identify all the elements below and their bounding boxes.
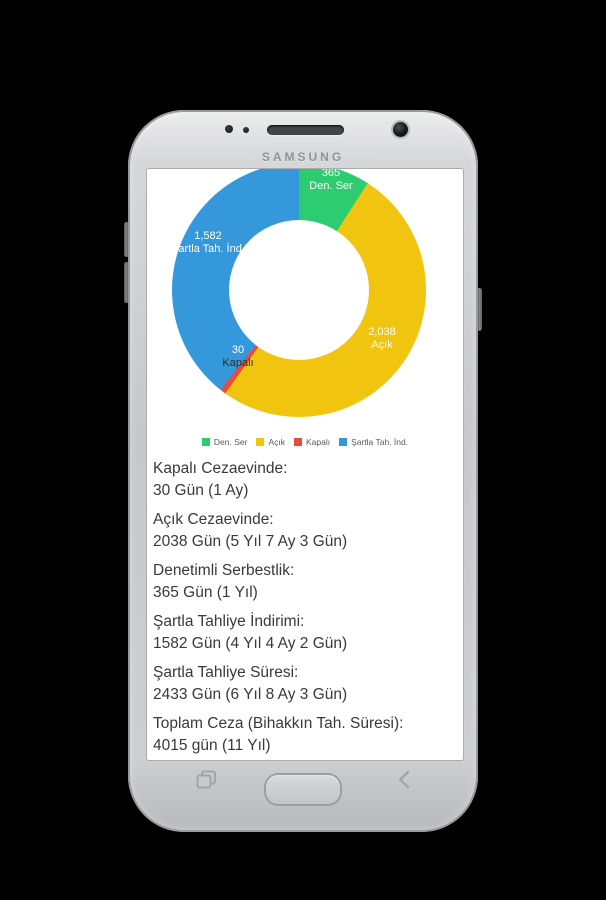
brand-logo: SAMSUNG bbox=[261, 150, 345, 164]
detail-label: Şartla Tahliye İndirimi: bbox=[153, 613, 305, 630]
recents-icon bbox=[196, 770, 216, 789]
donut-hole bbox=[229, 220, 369, 360]
legend-label: Şartla Tah. İnd. bbox=[351, 437, 409, 447]
detail-value: 1582 Gün (4 Yıl 4 Ay 2 Gün) bbox=[153, 634, 348, 652]
earpiece-speaker bbox=[267, 125, 344, 135]
detail-value: 365 Gün (1 Yıl) bbox=[153, 583, 258, 601]
back-button[interactable] bbox=[396, 770, 411, 794]
chart-entry-label: Kapalı bbox=[222, 357, 254, 369]
detail-row-toplam: Toplam Ceza (Bihakkın Tah. Süresi): 4015… bbox=[153, 713, 459, 756]
detail-value: 2038 Gün (5 Yıl 7 Ay 3 Gün) bbox=[153, 532, 348, 550]
detail-label: Açık Cezaevinde: bbox=[153, 511, 274, 528]
volume-down-button[interactable] bbox=[124, 262, 129, 303]
detail-row-kapali: Kapalı Cezaevinde: 30 Gün (1 Ay) bbox=[153, 458, 459, 501]
detail-row-acik: Açık Cezaevinde: 2038 Gün (5 Yıl 7 Ay 3 … bbox=[153, 509, 459, 552]
chart-entry-label: Şartla Tah. İnd. bbox=[171, 243, 245, 255]
legend-swatch-yellow bbox=[256, 438, 265, 446]
chart-value: 2,038 bbox=[368, 326, 396, 338]
chart-value: 30 bbox=[231, 344, 245, 356]
recents-button[interactable] bbox=[196, 770, 217, 794]
legend-swatch-green bbox=[201, 438, 210, 446]
proximity-sensor-icon bbox=[225, 125, 233, 133]
legend-item-den-ser: Den. Ser bbox=[201, 437, 248, 447]
light-sensor-icon bbox=[243, 127, 249, 133]
detail-value: 2433 Gün (6 Yıl 8 Ay 3 Gün) bbox=[153, 685, 348, 703]
power-button[interactable] bbox=[477, 288, 482, 331]
chart-entry-label: Açık bbox=[371, 339, 393, 351]
legend-swatch-blue bbox=[339, 438, 348, 446]
detail-label: Kapalı Cezaevinde: bbox=[153, 460, 288, 477]
volume-up-button[interactable] bbox=[124, 222, 129, 257]
chart-label-acik: 2,038 Açık bbox=[350, 326, 414, 352]
legend-label: Den. Ser bbox=[213, 437, 248, 447]
chart-label-sartla: 1,582 Şartla Tah. İnd. bbox=[156, 230, 260, 256]
chart-label-den-ser: 365 Den. Ser bbox=[295, 169, 367, 193]
chart-value: 365 bbox=[321, 169, 341, 179]
detail-row-indirim: Şartla Tahliye İndirimi: 1582 Gün (4 Yıl… bbox=[153, 611, 459, 654]
legend-item-kapali: Kapalı bbox=[293, 437, 331, 447]
legend-item-acik: Açık bbox=[256, 437, 285, 447]
detail-row-sure: Şartla Tahliye Süresi: 2433 Gün (6 Yıl 8… bbox=[153, 662, 459, 705]
phone-frame: SAMSUNG 365 Den. Ser 2,038 Açık 30 Kapal… bbox=[128, 110, 478, 832]
back-icon bbox=[398, 770, 410, 789]
sentence-details-list: Kapalı Cezaevinde: 30 Gün (1 Ay) Açık Ce… bbox=[153, 458, 459, 756]
chart-entry-label: Den. Ser bbox=[309, 180, 353, 192]
legend-label: Kapalı bbox=[305, 437, 331, 447]
home-button[interactable] bbox=[264, 773, 342, 806]
detail-label: Şartla Tahliye Süresi: bbox=[153, 664, 299, 681]
chart-label-kapali: 30 Kapalı bbox=[202, 344, 274, 370]
detail-row-denetimli: Denetimli Serbestlik: 365 Gün (1 Yıl) bbox=[153, 560, 459, 603]
app-screen: 365 Den. Ser 2,038 Açık 30 Kapalı 1,582 … bbox=[147, 169, 463, 760]
legend-swatch-red bbox=[293, 438, 302, 446]
detail-label: Denetimli Serbestlik: bbox=[153, 562, 295, 579]
detail-value: 30 Gün (1 Ay) bbox=[153, 481, 249, 499]
legend-item-sartla: Şartla Tah. İnd. bbox=[339, 437, 408, 447]
detail-label: Toplam Ceza (Bihakkın Tah. Süresi): bbox=[153, 715, 404, 732]
chart-legend: Den. Ser Açık Kapalı Şartla Tah. İnd. bbox=[147, 437, 463, 447]
front-camera bbox=[393, 122, 408, 137]
donut-chart[interactable]: 365 Den. Ser 2,038 Açık 30 Kapalı 1,582 … bbox=[171, 169, 426, 417]
legend-label: Açık bbox=[268, 437, 285, 447]
chart-value: 1,582 bbox=[194, 230, 222, 242]
detail-value: 4015 gün (11 Yıl) bbox=[153, 736, 271, 754]
